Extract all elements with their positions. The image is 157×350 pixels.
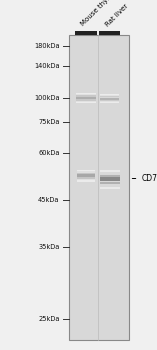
- Bar: [77, 171, 95, 173]
- Bar: [76, 101, 96, 102]
- Text: 180kDa: 180kDa: [34, 43, 60, 49]
- Bar: [100, 182, 120, 184]
- Bar: [100, 95, 119, 96]
- Bar: [76, 97, 96, 98]
- Bar: [77, 179, 95, 180]
- Bar: [100, 101, 119, 102]
- Bar: [99, 31, 121, 35]
- Bar: [100, 187, 120, 189]
- Text: 100kDa: 100kDa: [34, 95, 60, 101]
- Bar: [100, 177, 120, 179]
- Bar: [77, 177, 95, 178]
- Bar: [77, 176, 95, 177]
- Bar: [76, 31, 97, 35]
- Bar: [77, 174, 95, 176]
- Bar: [76, 93, 96, 94]
- Text: 45kDa: 45kDa: [38, 197, 60, 203]
- Text: CD79a: CD79a: [132, 174, 157, 183]
- Bar: [100, 172, 120, 174]
- Bar: [100, 102, 119, 104]
- Text: 35kDa: 35kDa: [38, 244, 60, 250]
- Bar: [100, 100, 119, 101]
- Bar: [77, 170, 95, 171]
- Text: 140kDa: 140kDa: [34, 63, 60, 69]
- Bar: [77, 180, 95, 182]
- Bar: [100, 184, 120, 186]
- Text: Rat liver: Rat liver: [104, 2, 129, 27]
- Bar: [76, 99, 96, 100]
- Text: 75kDa: 75kDa: [38, 119, 60, 125]
- Bar: [76, 96, 96, 97]
- Bar: [76, 102, 96, 103]
- Bar: [69, 35, 129, 340]
- Bar: [100, 96, 119, 97]
- Bar: [100, 99, 119, 100]
- Bar: [100, 170, 120, 172]
- Text: 25kDa: 25kDa: [38, 316, 60, 322]
- Bar: [100, 94, 119, 95]
- Bar: [76, 94, 96, 95]
- Text: Mouse thymus: Mouse thymus: [80, 0, 121, 27]
- Bar: [100, 175, 120, 177]
- Bar: [77, 173, 95, 174]
- Bar: [100, 179, 120, 181]
- Text: 60kDa: 60kDa: [38, 150, 60, 156]
- Bar: [100, 98, 119, 99]
- Bar: [76, 98, 96, 99]
